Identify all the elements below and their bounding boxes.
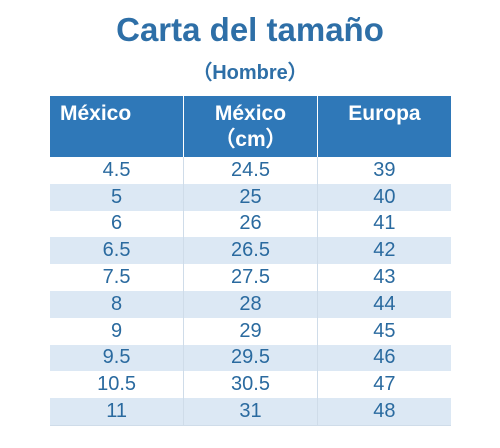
table-body: 4.5 24.5 39 5 25 40 6 26 41 6.5 26.5 42 7.5 27.5 43 8 28… <box>50 157 451 426</box>
cell-mexico: 11 <box>50 398 184 426</box>
table-row: 4.5 24.5 39 <box>50 157 451 184</box>
cell-mexico-cm: 24.5 <box>183 157 318 184</box>
header-row: México México （cm） Europa <box>50 96 451 157</box>
cell-europa: 40 <box>316 183 451 211</box>
cell-mexico-cm: 26.5 <box>183 237 318 265</box>
cell-europa: 43 <box>316 264 451 291</box>
cell-mexico-cm: 31 <box>183 398 318 426</box>
size-table: México México （cm） Europa 4.5 24.5 39 5 25 40… <box>50 96 451 426</box>
cell-europa: 42 <box>316 237 451 265</box>
cell-mexico-cm: 28 <box>183 290 318 318</box>
cell-mexico: 9.5 <box>50 344 184 372</box>
cell-mexico-cm: 25 <box>183 183 318 211</box>
table-row: 5 25 40 <box>50 183 451 211</box>
cell-mexico-cm: 27.5 <box>183 264 318 291</box>
cell-mexico: 6.5 <box>50 237 184 265</box>
header-mexico-cm: México （cm） <box>183 96 318 157</box>
header-europa: Europa <box>316 96 451 157</box>
cell-europa: 45 <box>316 317 451 345</box>
table-row: 8 28 44 <box>50 290 451 318</box>
cell-mexico: 10.5 <box>50 371 184 399</box>
cell-mexico-cm: 29.5 <box>183 344 318 372</box>
cell-mexico-cm: 30.5 <box>183 371 318 399</box>
table-row: 11 31 48 <box>50 398 451 426</box>
cell-europa: 39 <box>316 157 451 184</box>
cell-europa: 41 <box>316 210 451 238</box>
cell-europa: 44 <box>316 290 451 318</box>
table-row: 9.5 29.5 46 <box>50 344 451 372</box>
chart-title: Carta del tamaño <box>116 11 384 48</box>
cell-europa: 48 <box>316 398 451 426</box>
cell-mexico: 8 <box>50 290 184 318</box>
table-row: 6.5 26.5 42 <box>50 237 451 265</box>
table-row: 6 26 41 <box>50 210 451 238</box>
cell-mexico: 5 <box>50 183 184 211</box>
cell-mexico: 7.5 <box>50 264 184 291</box>
cell-mexico: 4.5 <box>50 157 184 184</box>
table-row: 7.5 27.5 43 <box>50 264 451 291</box>
cell-europa: 46 <box>316 344 451 372</box>
cell-mexico: 6 <box>50 210 184 238</box>
cell-mexico-cm: 29 <box>183 317 318 345</box>
cell-mexico: 9 <box>50 317 184 345</box>
cell-mexico-cm: 26 <box>183 210 318 238</box>
table-row: 10.5 30.5 47 <box>50 371 451 399</box>
chart-subtitle: （Hombre） <box>192 62 308 84</box>
table-row: 9 29 45 <box>50 317 451 345</box>
cell-europa: 47 <box>316 371 451 399</box>
header-mexico: México <box>50 96 184 157</box>
